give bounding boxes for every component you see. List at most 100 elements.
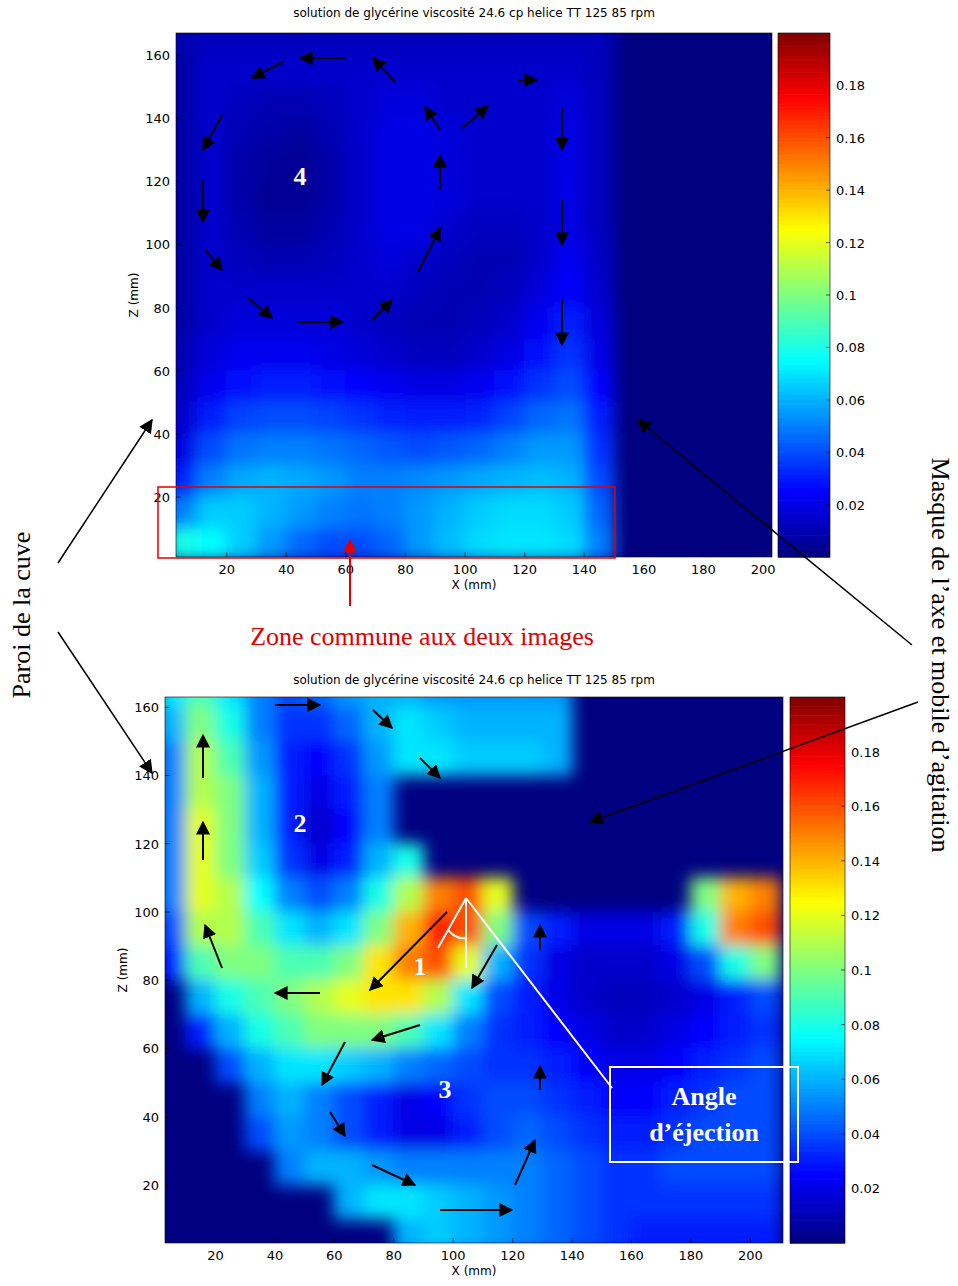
heatmap-cell [423,877,454,912]
heatmap-cell [345,465,376,498]
heatmap-cell [226,276,257,309]
x-tick-label: 140 [560,1248,585,1263]
colorbar-step [778,382,830,387]
colorbar-step [790,1047,845,1052]
colorbar-step [778,531,830,536]
heatmap-cell [304,707,335,742]
colorbar-step [790,938,845,943]
heatmap-cell [215,775,246,810]
colorbar-step [778,369,830,374]
colorbar-step [790,861,845,866]
heatmap-cell [185,697,216,708]
colorbar-step [778,443,830,448]
colorbar-step [778,321,830,326]
x-tick [345,552,346,557]
colorbar-step [778,361,830,366]
heatmap-cell [494,497,525,530]
heatmap-cell [423,1116,454,1151]
heatmap-cell [601,1150,632,1185]
heatmap-cell [465,497,496,530]
heatmap-cell [364,911,395,946]
colorbar-step [790,1225,845,1230]
heatmap-cell [435,370,466,403]
heatmap-cell [364,843,395,878]
heatmap-cell [226,370,257,403]
heatmap-cell [345,212,376,245]
colorbar-step [778,439,830,444]
colorbar-step [790,761,845,766]
y-tick-label: 160 [134,700,159,715]
heatmap-cell [185,843,216,878]
heatmap-cell [453,1048,484,1083]
colorbar-tick [841,970,845,971]
angle-leader [466,898,612,1088]
heatmap-cell [512,911,543,946]
x-tick-label: 140 [572,562,597,577]
colorbar-step [790,720,845,725]
heatmap-cell [690,1150,721,1185]
heatmap-cell [494,402,525,435]
colorbar-step [778,120,830,125]
heatmap-cell [524,402,555,435]
heatmap-cell [304,980,335,1015]
heatmap-cell [393,843,424,878]
colorbar-step [778,212,830,217]
heatmap-cell [465,433,496,466]
heatmap-cell [286,244,317,277]
heatmap-cell [690,1219,721,1243]
flow-arrow [418,228,440,272]
heatmap-cell [364,980,395,1015]
heatmap-cell [196,86,227,119]
heatmap-cell [345,370,376,403]
heatmap-cell [465,402,496,435]
heatmap-cell [176,276,197,309]
colorbar-step [778,509,830,514]
heatmap-cell [494,181,525,214]
flow-arrow [205,250,222,270]
heatmap-cell [196,276,227,309]
heatmap-cell [316,370,347,403]
heatmap-cell [405,244,436,277]
heatmap-cell [601,911,632,946]
heatmap-cell [494,33,525,56]
colorbar-step [778,85,830,90]
colorbar-tick [826,137,830,138]
colorbar-step [790,1011,845,1016]
heatmap-cell [345,149,376,182]
flow-arrow [372,1165,415,1185]
heatmap-cell [334,843,365,878]
heatmap-cell [584,149,615,182]
heatmap-cell [453,1184,484,1219]
heatmap-cell [286,465,317,498]
heatmap-cell [245,877,276,912]
heatmap-cell [661,1219,692,1243]
colorbar-step [778,168,830,173]
colorbar-step [778,457,830,462]
colorbar-step [790,1220,845,1225]
heatmap-cell [554,307,585,340]
heatmap-cell [245,1082,276,1117]
colorbar-step [778,548,830,553]
heatmap-cell [226,433,257,466]
angle-line [465,898,467,968]
heatmap-cell [482,697,513,708]
heatmap-cell [584,465,615,498]
heatmap-cell [274,911,305,946]
colorbar-step [790,838,845,843]
y-tick [165,911,170,912]
colorbar-tick [841,860,845,861]
x-tick-label: 80 [397,562,414,577]
heatmap-cell [690,1184,721,1219]
y-tick-label: 40 [153,427,170,442]
colorbar-step [778,138,830,143]
heatmap-cell [494,149,525,182]
heatmap-cell [465,370,496,403]
heatmap-cell [226,118,257,151]
colorbar-step [790,1188,845,1193]
colorbar-step [790,697,845,702]
heatmap-cell [542,911,573,946]
heatmap-cell [393,877,424,912]
colorbar-step [790,915,845,920]
heatmap-cell [661,1048,692,1083]
colorbar-step [778,430,830,435]
